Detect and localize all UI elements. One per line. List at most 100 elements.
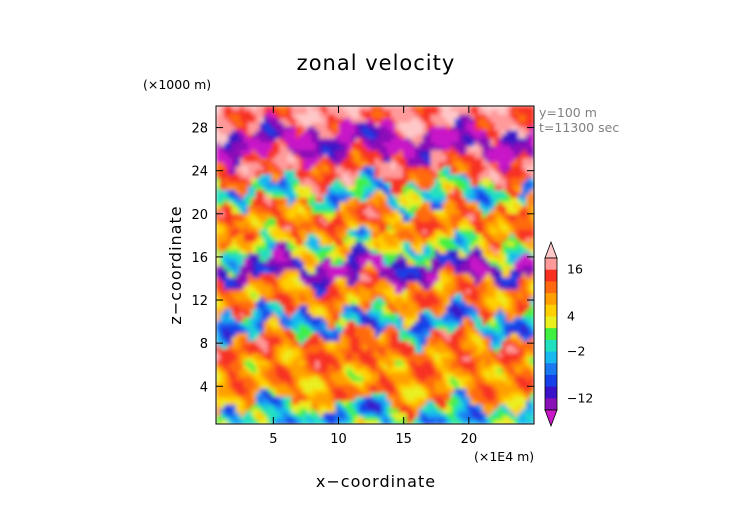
heatmap-cell — [287, 396, 293, 401]
heatmap-cell — [434, 344, 440, 350]
heatmap-cell — [299, 153, 305, 159]
heatmap-cell — [315, 221, 320, 226]
heatmap-cell — [227, 316, 233, 322]
heatmap-cell — [251, 344, 257, 350]
heatmap-cell — [251, 276, 257, 282]
heatmap-cell — [355, 173, 360, 179]
heatmap-cell — [307, 348, 312, 354]
heatmap-cell — [458, 117, 464, 123]
heatmap-cell — [406, 117, 412, 123]
heatmap-cell — [259, 245, 265, 250]
heatmap-cell — [430, 221, 436, 226]
heatmap-cell — [283, 392, 289, 397]
heatmap-cell — [267, 237, 273, 242]
heatmap-cell — [454, 169, 460, 175]
heatmap-cell — [299, 352, 305, 358]
heatmap-cell — [434, 233, 440, 238]
heatmap-cell — [287, 213, 293, 218]
heatmap-cell — [398, 284, 404, 290]
heatmap-cell — [303, 106, 309, 111]
heatmap-cell — [414, 272, 420, 278]
heatmap-cell — [227, 245, 233, 250]
heatmap-cell — [231, 364, 237, 369]
heatmap-cell — [446, 225, 452, 230]
heatmap-cell — [410, 137, 416, 143]
heatmap-cell — [410, 165, 416, 171]
heatmap-cell — [378, 372, 384, 377]
heatmap-cell — [219, 237, 225, 242]
heatmap-cell — [319, 181, 324, 187]
heatmap-cell — [406, 225, 412, 230]
heatmap-cell — [275, 312, 281, 318]
heatmap-cell — [271, 388, 277, 393]
heatmap-cell — [422, 241, 428, 246]
heatmap-cell — [343, 280, 348, 286]
heatmap-cell — [216, 420, 221, 424]
heatmap-cell — [458, 356, 464, 361]
heatmap-cell — [311, 312, 316, 318]
heatmap-cell — [359, 332, 364, 338]
heatmap-cell — [442, 316, 448, 322]
heatmap-cell — [251, 177, 257, 183]
heatmap-cell — [291, 300, 297, 306]
heatmap-cell — [450, 380, 456, 385]
heatmap-cell — [231, 272, 237, 278]
heatmap-cell — [291, 288, 297, 294]
heatmap-cell — [351, 416, 356, 421]
heatmap-cell — [303, 408, 309, 413]
heatmap-cell — [458, 368, 464, 373]
heatmap-cell — [299, 209, 305, 214]
heatmap-cell — [335, 372, 340, 377]
heatmap-cell — [323, 249, 328, 254]
heatmap-cell — [454, 117, 460, 123]
heatmap-cell — [223, 209, 229, 214]
heatmap-cell — [267, 276, 273, 282]
heatmap-cell — [227, 113, 233, 119]
heatmap-cell — [263, 253, 269, 258]
heatmap-cell — [263, 368, 269, 373]
heatmap-cell — [371, 229, 376, 234]
heatmap-cell — [275, 296, 281, 302]
heatmap-cell — [434, 209, 440, 214]
heatmap-cell — [386, 384, 392, 389]
heatmap-cell — [398, 276, 404, 282]
heatmap-cell — [299, 388, 305, 393]
heatmap-cell — [216, 268, 221, 274]
heatmap-cell — [438, 257, 444, 262]
heatmap-cell — [382, 284, 388, 290]
heatmap-cell — [291, 276, 297, 282]
heatmap-cell — [375, 209, 380, 214]
heatmap-cell — [414, 412, 420, 417]
heatmap-cell — [219, 225, 225, 230]
heatmap-cell — [442, 364, 448, 369]
heatmap-cell — [382, 388, 388, 393]
heatmap-cell — [359, 133, 364, 139]
heatmap-cell — [255, 245, 261, 250]
heatmap-cell — [271, 320, 277, 326]
heatmap-cell — [271, 109, 277, 115]
heatmap-cell — [398, 288, 404, 294]
heatmap-cell — [343, 400, 348, 405]
heatmap-cell — [458, 276, 464, 282]
heatmap-cell — [351, 368, 356, 373]
heatmap-cell — [426, 308, 432, 314]
heatmap-cell — [442, 113, 448, 119]
heatmap-cell — [371, 145, 376, 151]
heatmap-cell — [299, 113, 305, 119]
heatmap-cell — [430, 276, 436, 282]
heatmap-cell — [235, 276, 241, 282]
heatmap-cell — [406, 280, 412, 286]
heatmap-cell — [291, 249, 297, 254]
heatmap-cell — [426, 165, 432, 171]
heatmap-cell — [227, 408, 233, 413]
heatmap-cell — [311, 193, 316, 199]
heatmap-cell — [375, 117, 380, 123]
heatmap-cell — [339, 129, 344, 135]
heatmap-cell — [323, 332, 328, 338]
heatmap-cell — [263, 284, 269, 290]
heatmap-cell — [458, 272, 464, 278]
heatmap-cell — [303, 153, 309, 159]
heatmap-cell — [271, 193, 277, 199]
heatmap-cell — [327, 161, 332, 167]
heatmap-cell — [223, 241, 229, 246]
